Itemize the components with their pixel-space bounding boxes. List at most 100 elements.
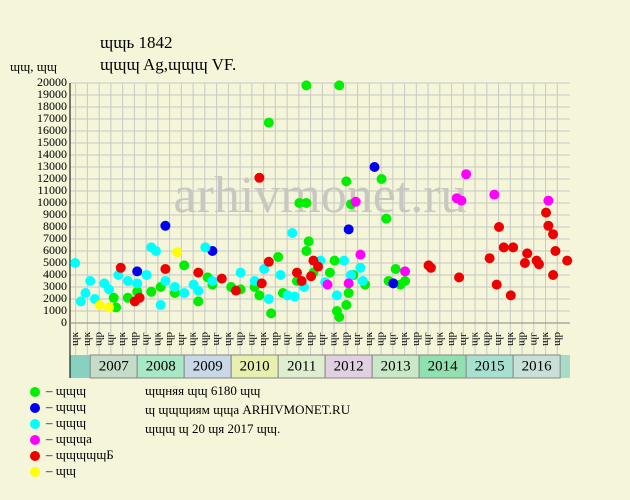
data-point [193,267,204,278]
data-point [160,264,171,274]
x-tick-label: ɰк [69,331,81,346]
x-tick-label: ɰг [492,332,504,346]
year-label: 2016 [522,358,553,374]
data-point [172,247,183,258]
data-point [132,266,143,277]
year-label: 2010 [240,358,270,374]
watermark: arhivmonet.ru [173,167,466,224]
data-point [461,169,472,180]
data-point [346,270,357,280]
data-point [94,300,105,310]
x-tick-label: ɰг [527,332,539,346]
year-label: 2015 [475,358,505,374]
data-point [390,264,401,274]
legend-label: – ɰɰɰ [45,383,86,398]
data-point [376,174,387,184]
data-point [263,117,274,128]
year-label: 2008 [146,358,176,374]
y-tick-label: 17000 [37,111,67,125]
data-point [160,220,171,231]
year-band-lead [70,355,90,378]
year-label: 2013 [381,358,411,374]
legend-marker [30,403,40,413]
data-point [266,308,277,319]
chart-subtitle: ɰɰɰ Ag,ɰɰɰ VF. [100,55,236,74]
data-point [331,290,342,301]
data-point [294,198,305,208]
x-tick-label: ɰр [128,331,140,346]
x-tick-label: ɰг [386,332,398,346]
y-tick-label: 4000 [43,267,67,281]
data-point [381,213,392,224]
data-point [108,292,119,303]
data-point [207,276,218,286]
data-point [216,273,227,284]
data-point [111,302,122,313]
data-point [334,312,345,322]
data-point [425,262,436,273]
y-tick-label: 8000 [43,219,67,233]
y-tick-label: 5000 [43,255,67,269]
data-point [146,286,157,297]
data-point [329,255,340,266]
data-point [179,288,190,298]
data-point [75,296,86,307]
data-point [543,220,554,231]
y-tick-label: 9000 [43,207,67,221]
data-point [548,229,559,240]
y-tick-label: 18000 [37,99,67,113]
data-point [104,284,115,295]
data-point [533,259,544,270]
legend-marker [30,419,40,429]
data-point [85,276,96,286]
x-tick-label: ɰг [210,332,222,346]
data-point [508,242,519,253]
x-tick-label: ɰк [398,331,410,346]
data-point [306,271,317,282]
x-tick-label: ɰк [539,331,551,346]
year-label: 2014 [428,358,459,374]
x-tick-label: ɰг [104,332,116,346]
data-point [263,256,274,267]
y-tick-label: 19000 [37,87,67,101]
data-point [498,242,509,253]
x-tick-label: ɰр [163,331,175,346]
data-point [548,270,559,280]
x-tick-label: ɰр [551,331,563,346]
data-point [230,285,241,296]
legend-marker [30,387,40,397]
data-point [150,246,161,256]
data-point [301,246,312,256]
data-point [324,267,335,278]
data-point [254,290,265,301]
x-tick-label: ɰр [339,331,351,346]
data-point [301,198,312,208]
data-point [179,260,190,271]
data-point [141,270,152,280]
data-point [254,172,265,183]
data-point [338,255,349,266]
x-tick-label: ɰг [245,332,257,346]
x-tick-label: ɰк [257,331,269,346]
data-point [155,300,166,310]
x-tick-label: ɰг [281,332,293,346]
x-tick-label: ɰг [422,332,434,346]
data-point [301,80,312,91]
x-tick-label: ɰг [175,332,187,346]
data-point [400,266,411,277]
data-point [484,253,495,264]
data-point [519,258,530,268]
data-point [200,242,211,253]
data-point [357,276,368,286]
y-tick-label: 6000 [43,243,67,257]
legend-label: – ɰɰɰɰɰБ [45,447,114,462]
x-tick-label: ɰк [328,331,340,346]
data-point [343,288,354,298]
y-tick-label: 7000 [43,231,67,245]
legend-marker [30,467,40,477]
x-tick-label: ɰр [375,331,387,346]
data-point [350,196,361,207]
y-tick-label: 11000 [37,183,67,197]
x-tick-label: ɰг [457,332,469,346]
